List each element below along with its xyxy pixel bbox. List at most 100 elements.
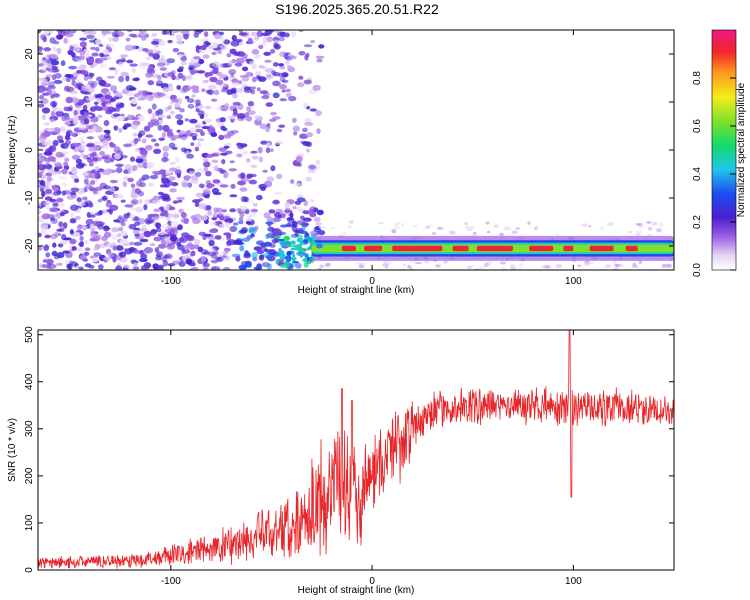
noise-cell: [141, 138, 147, 144]
noise-cell: [65, 96, 73, 104]
noise-cell: [162, 151, 169, 159]
noise-cell: [113, 125, 119, 131]
noise-cell: [223, 171, 229, 178]
noise-cell: [231, 34, 237, 42]
noise-cell: [284, 60, 291, 66]
noise-cell: [50, 118, 55, 123]
noise-cell: [604, 264, 612, 268]
noise-cell: [176, 40, 184, 45]
noise-cell: [190, 132, 198, 138]
noise-cell: [289, 212, 294, 219]
noise-cell: [236, 142, 243, 147]
noise-cell: [665, 263, 673, 268]
noise-cell: [281, 79, 289, 83]
noise-cell: [56, 30, 64, 33]
noise-cell: [81, 225, 88, 230]
snr-axes: -100 0 100 0 100 200 300 400 500: [24, 326, 674, 587]
noise-cell: [57, 243, 64, 248]
noise-cell: [186, 153, 195, 159]
noise-cell: [143, 230, 152, 238]
noise-cell: [38, 130, 45, 134]
noise-cell: [94, 141, 102, 145]
noise-cell: [104, 169, 112, 176]
noise-cell: [105, 103, 113, 107]
noise-cell: [212, 212, 218, 218]
noise-cell: [143, 125, 150, 132]
noise-cell: [303, 44, 313, 48]
noise-cell: [661, 263, 667, 268]
noise-cell: [202, 157, 209, 163]
noise-cell: [145, 134, 154, 138]
noise-cell: [251, 251, 258, 259]
noise-cell: [158, 137, 165, 141]
noise-cell: [194, 124, 201, 129]
noise-cell: [38, 164, 47, 171]
noise-cell: [169, 161, 176, 165]
noise-cell: [46, 140, 51, 144]
noise-cell: [169, 111, 175, 115]
noise-cell: [59, 126, 66, 133]
noise-cell: [259, 123, 267, 130]
noise-cell: [136, 115, 145, 122]
noise-cell: [157, 243, 167, 249]
noise-cell: [319, 264, 323, 269]
noise-cell: [190, 85, 200, 91]
noise-cell: [262, 37, 268, 43]
noise-cell: [211, 217, 217, 221]
noise-cell: [270, 48, 276, 54]
noise-cell: [38, 246, 43, 251]
noise-cell: [214, 235, 222, 240]
noise-cell: [123, 169, 128, 174]
noise-cell: [246, 106, 252, 112]
noise-cell: [88, 146, 95, 152]
noise-cell: [318, 225, 326, 229]
noise-cell: [99, 150, 105, 156]
noise-cell: [156, 267, 165, 270]
noise-cell: [360, 262, 367, 266]
noise-cell: [402, 263, 407, 267]
noise-cell: [196, 141, 202, 148]
noise-cell: [130, 183, 136, 188]
noise-cell: [189, 118, 198, 124]
noise-cell: [250, 150, 258, 154]
noise-cell: [52, 93, 60, 98]
noise-cell: [83, 178, 89, 185]
noise-cell: [276, 128, 283, 133]
noise-cell: [324, 262, 331, 267]
noise-cell: [180, 212, 187, 219]
noise-cell: [479, 266, 485, 270]
noise-cell: [200, 257, 207, 263]
noise-cell: [240, 172, 246, 179]
noise-cell: [242, 150, 248, 155]
noise-cell: [265, 147, 271, 154]
noise-cell: [261, 32, 270, 37]
noise-cell: [70, 204, 79, 211]
noise-cell: [252, 203, 258, 207]
noise-cell: [65, 77, 71, 83]
noise-cell: [239, 187, 248, 192]
colorbar-tick-label: 0.0: [692, 263, 703, 277]
noise-cell: [237, 180, 246, 186]
noise-cell: [186, 98, 195, 103]
noise-cell: [82, 258, 89, 262]
noise-cell: [303, 199, 308, 207]
noise-cell: [211, 159, 219, 164]
noise-cell: [124, 204, 134, 208]
noise-cell: [265, 142, 271, 148]
noise-cell: [217, 122, 225, 127]
snr-frame: [37, 329, 675, 571]
noise-cell: [313, 216, 321, 223]
noise-cell: [45, 148, 50, 155]
noise-cell: [221, 209, 228, 213]
noise-cell: [120, 230, 128, 237]
noise-cell: [145, 72, 154, 78]
onset-cell: [279, 256, 286, 260]
noise-cell: [130, 98, 138, 105]
spectrogram-ylabel: Frequency (Hz): [7, 116, 18, 185]
noise-cell: [53, 79, 63, 84]
noise-cell: [181, 136, 186, 141]
noise-cell: [151, 199, 161, 204]
noise-cell: [94, 186, 103, 191]
noise-cell: [50, 94, 55, 99]
noise-cell: [198, 203, 207, 210]
